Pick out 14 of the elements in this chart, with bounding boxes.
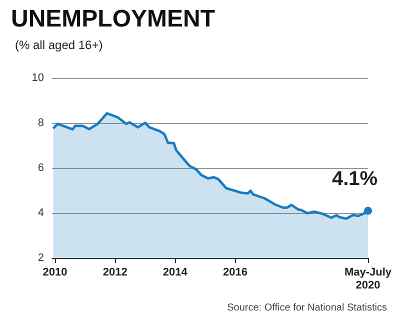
x-tick-label: May-July 2020 [344, 266, 392, 292]
y-tick-label: 2 [38, 252, 44, 264]
y-tick-label: 10 [32, 72, 44, 84]
y-tick-label: 8 [38, 117, 44, 129]
x-tick-label: 2016 [222, 266, 248, 278]
chart-title: UNEMPLOYMENT [11, 6, 216, 32]
source-note: Source: Office for National Statistics [227, 302, 388, 314]
chart-subtitle: (% all aged 16+) [15, 38, 103, 52]
x-tick-label: 2014 [162, 266, 188, 278]
x-tick-label: 2010 [42, 266, 68, 278]
y-tick-label: 6 [38, 162, 44, 174]
x-tick-label: 2012 [102, 266, 128, 278]
annotation: 4.1% [332, 168, 378, 190]
y-tick-label: 4 [38, 207, 44, 219]
